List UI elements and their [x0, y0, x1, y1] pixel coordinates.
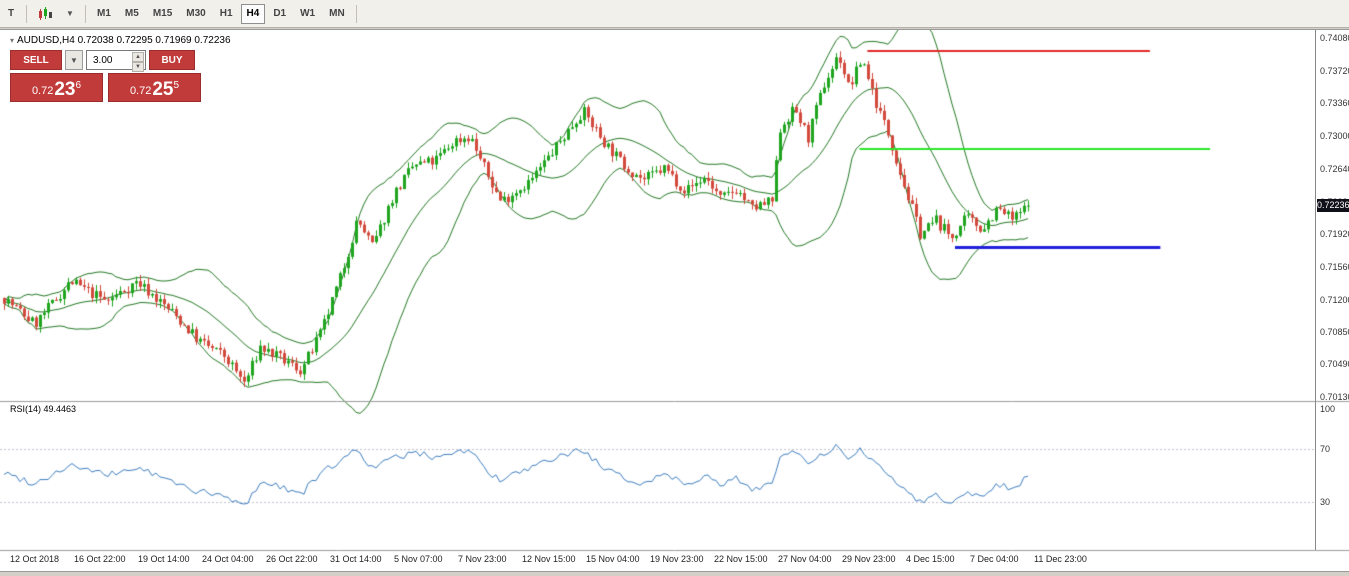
time-scale[interactable]: 12 Oct 2018 16 Oct 22:00 19 Oct 14:00 24 Oc…	[0, 552, 1349, 568]
time-label: 15 Nov 04:00	[586, 554, 640, 564]
timeframe-button-m30[interactable]: M30	[180, 4, 211, 24]
time-label: 24 Oct 04:00	[202, 554, 254, 564]
volume-dropdown-button[interactable]: ▼	[65, 50, 83, 70]
timeframe-buttons: M1 M5 M15 M30 H1 H4 D1 W1 MN	[91, 3, 351, 24]
time-label: 19 Nov 23:00	[650, 554, 704, 564]
timeframe-button-h1[interactable]: H1	[214, 4, 239, 24]
ohlc-text: AUDUSD,H4 0.72038 0.72295 0.71969 0.7223…	[17, 35, 231, 46]
time-label: 7 Nov 23:00	[458, 554, 507, 564]
time-label: 19 Oct 14:00	[138, 554, 190, 564]
price-tick: 0.70130	[1320, 392, 1349, 402]
timeframe-button-h4[interactable]: H4	[240, 3, 266, 24]
volume-spinbox: ▲ ▼	[86, 50, 146, 72]
buy-button[interactable]: BUY	[149, 50, 195, 70]
rsi-indicator-label: RSI(14) 49.4463	[10, 404, 77, 414]
rsi-tick: 30	[1320, 497, 1331, 508]
time-label: 27 Nov 04:00	[778, 554, 832, 564]
toolbar-separator	[85, 4, 86, 23]
one-click-trade-panel: SELL ▼ ▲ ▼ BUY 0.72 23 6	[10, 50, 201, 102]
timeframe-button-d1[interactable]: D1	[267, 4, 292, 24]
timeframe-button-m5[interactable]: M5	[119, 4, 145, 24]
time-label: 4 Dec 15:00	[906, 554, 955, 564]
timeframe-button-m1[interactable]: M1	[91, 4, 117, 24]
time-label: 16 Oct 22:00	[74, 554, 126, 564]
trade-prices-row: 0.72 23 6 0.72 25 5	[10, 73, 201, 102]
candlestick-chart-icon[interactable]	[32, 4, 58, 24]
buy-price-sup: 5	[173, 80, 180, 91]
trade-controls-row: SELL ▼ ▲ ▼ BUY	[10, 50, 201, 72]
timeframe-button-m15[interactable]: M15	[147, 4, 178, 24]
chart-canvas[interactable]	[0, 30, 1349, 576]
time-label: 12 Oct 2018	[10, 554, 60, 564]
volume-spinner: ▲ ▼	[132, 52, 144, 72]
buy-price-main: 0.72	[129, 85, 152, 97]
sell-price-display[interactable]: 0.72 23 6	[10, 73, 103, 102]
chevron-down-icon: ▼	[70, 55, 78, 65]
sell-price-sup: 6	[75, 80, 82, 91]
buy-price-big: 25	[152, 79, 174, 100]
buy-price-display[interactable]: 0.72 25 5	[108, 73, 201, 102]
time-label: 31 Oct 14:00	[330, 554, 382, 564]
time-label: 12 Nov 15:00	[522, 554, 576, 564]
sell-price-main: 0.72	[31, 85, 54, 97]
time-label: 5 Nov 07:00	[394, 554, 443, 564]
spinner-down-icon[interactable]: ▼	[132, 62, 144, 72]
timeframe-toolbar: T ▼ M1 M5 M15 M30 H1 H4 D1 W1 MN	[0, 0, 1349, 28]
rsi-tick: 100	[1320, 404, 1336, 414]
time-label: 26 Oct 22:00	[266, 554, 318, 564]
chart-ohlc-header: ▾ AUDUSD,H4 0.72038 0.72295 0.71969 0.722…	[10, 35, 231, 46]
toolbar-separator	[26, 4, 27, 23]
text-tool-button[interactable]: T	[1, 4, 21, 24]
time-label: 29 Nov 23:00	[842, 554, 896, 564]
collapse-triangle-icon[interactable]: ▾	[10, 36, 15, 45]
chart-type-dropdown-button[interactable]: ▼	[60, 4, 80, 24]
toolbar-separator	[355, 4, 357, 23]
chevron-down-icon: ▼	[66, 9, 74, 18]
spinner-up-icon[interactable]: ▲	[132, 52, 144, 62]
time-label: 7 Dec 04:00	[970, 554, 1019, 564]
sell-button[interactable]: SELL	[10, 50, 62, 70]
timeframe-button-mn[interactable]: MN	[323, 4, 351, 24]
chart-window: 0.740800.737200.733600.730000.726400.722…	[0, 29, 1349, 576]
sell-price-big: 23	[54, 79, 76, 100]
time-label: 22 Nov 15:00	[714, 554, 768, 564]
time-label: 11 Dec 23:00	[1034, 554, 1087, 564]
window-bottom-strip	[0, 571, 1349, 576]
candlestick-glyph	[39, 6, 52, 20]
timeframe-button-w1[interactable]: W1	[294, 4, 321, 24]
rsi-tick: 70	[1320, 443, 1331, 454]
volume-input[interactable]	[87, 53, 137, 67]
current-price-tag: 0.72236	[1317, 199, 1349, 212]
